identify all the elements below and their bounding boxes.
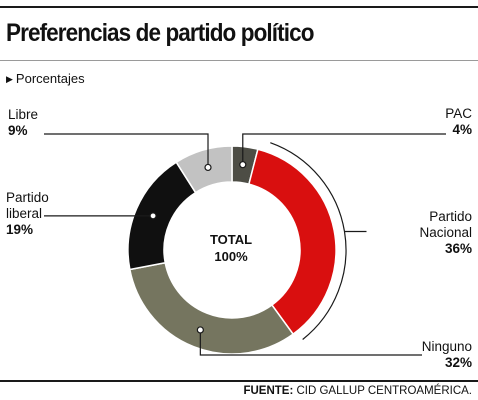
slice-label-partido-nacional: Partido Nacional 36%: [382, 209, 472, 257]
top-rule: [0, 6, 478, 8]
slice-name: Libre: [8, 107, 39, 122]
slice-value: 36%: [444, 241, 472, 256]
slice-label-pac: PAC 4%: [445, 106, 472, 138]
slice-name: PAC: [445, 106, 472, 121]
donut-slice-partido-nacional: [247, 148, 337, 336]
marker-ninguno: [196, 326, 204, 334]
marker-partido-liberal: [149, 212, 157, 220]
slice-label-libre: Libre 9%: [8, 107, 38, 139]
slice-label-ninguno: Ninguno 32%: [422, 339, 472, 371]
marker-pac: [239, 161, 247, 169]
slice-name: Partido liberal: [6, 190, 49, 221]
slice-value: 32%: [444, 355, 472, 370]
source-label: FUENTE:: [243, 385, 294, 397]
chart-subtitle: ▶ Porcentajes: [6, 71, 85, 86]
donut-slice-libre: [175, 145, 233, 194]
marker-libre: [204, 163, 212, 172]
bracket-partido-nacional: [270, 142, 347, 340]
slice-name: Ninguno: [421, 339, 472, 354]
slice-value: 19%: [6, 222, 34, 237]
slice-value: 4%: [452, 122, 472, 137]
leader-line-libre: [44, 133, 209, 168]
source-text: CID GALLUP CENTROAMÉRICA.: [296, 385, 472, 397]
source-note: FUENTE: CID GALLUP CENTROAMÉRICA.: [243, 385, 472, 397]
slice-value: 9%: [8, 123, 28, 138]
donut-slice-ninguno: [128, 261, 295, 355]
center-label-title: TOTAL: [209, 232, 253, 247]
chart-title: Preferencias de partido político: [6, 19, 314, 47]
slice-label-partido-liberal: Partido liberal 19%: [6, 190, 76, 238]
leader-line-ninguno: [199, 329, 422, 356]
leader-line-pac: [242, 133, 446, 165]
title-divider: [0, 60, 478, 61]
triangle-right-icon: ▶: [6, 74, 13, 84]
subtitle-text: Porcentajes: [15, 71, 85, 86]
slice-name: Partido Nacional: [419, 209, 472, 240]
bottom-rule: [0, 380, 478, 382]
center-label: TOTAL 100%: [196, 231, 266, 265]
center-label-value: 100%: [214, 249, 248, 264]
